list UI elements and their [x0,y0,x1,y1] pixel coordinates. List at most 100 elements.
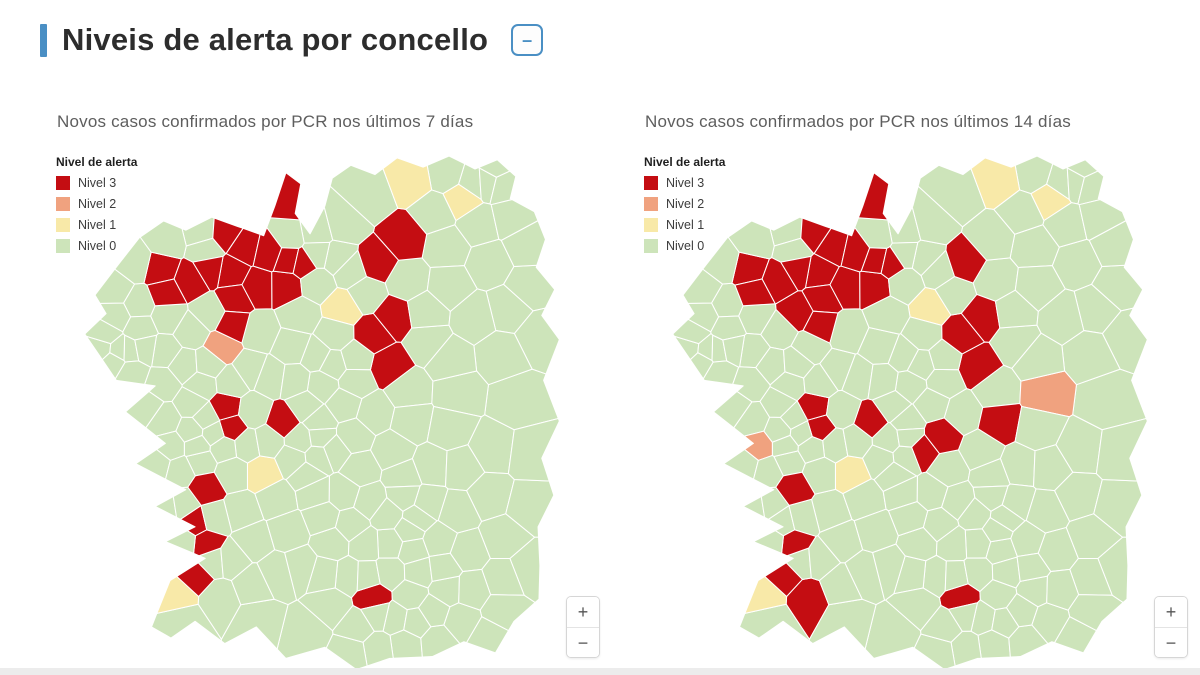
municipality-cell[interactable] [477,513,536,560]
municipality-cell[interactable] [1014,405,1070,452]
municipality-cell[interactable] [308,427,338,448]
municipality-cell[interactable] [935,524,968,562]
municipality-cell[interactable] [1078,199,1127,241]
municipality-cell[interactable] [853,508,899,553]
collapse-section-button[interactable]: – [511,24,544,56]
municipality-cell[interactable] [357,231,399,284]
municipality-cell[interactable] [780,255,812,292]
municipality-cell[interactable] [273,295,323,335]
municipality-cell[interactable] [393,517,426,543]
municipality-cell[interactable] [722,334,746,368]
zoom-out-button[interactable]: − [567,627,599,657]
municipality-cell[interactable] [896,427,926,448]
municipality-cell[interactable] [727,220,775,260]
municipality-cell[interactable] [403,556,433,589]
municipality-cell[interactable] [164,530,196,554]
municipality-cell[interactable] [139,220,187,260]
municipality-cell[interactable] [739,603,810,642]
municipality-cell[interactable] [426,265,478,312]
municipality-cell[interactable] [353,479,388,521]
municipality-cell[interactable] [426,405,482,452]
municipality-cell[interactable] [490,199,539,241]
municipality-cell[interactable] [230,562,275,606]
municipality-cell[interactable] [672,318,712,345]
municipality-cell[interactable] [1066,159,1099,178]
municipality-cell[interactable] [285,461,329,492]
municipality-cell[interactable] [154,487,178,524]
municipality-cell[interactable] [347,524,380,562]
municipality-cell[interactable] [144,366,183,403]
municipality-cell[interactable] [857,172,912,221]
municipality-cell[interactable] [382,157,433,210]
municipality-cell[interactable] [195,345,228,379]
municipality-cell[interactable] [1046,568,1080,611]
municipality-cell[interactable] [734,278,776,307]
municipality-cell[interactable] [391,579,430,611]
zoom-in-button[interactable]: + [567,597,599,627]
municipality-cell[interactable] [1014,265,1066,312]
municipality-cell[interactable] [212,217,244,255]
municipality-cell[interactable] [324,387,363,424]
municipality-cell[interactable] [269,172,324,221]
municipality-cell[interactable] [911,185,964,246]
municipality-cell[interactable] [265,508,311,553]
municipality-cell[interactable] [941,479,976,521]
municipality-cell[interactable] [458,568,492,611]
municipality-cell[interactable] [742,487,766,524]
municipality-cell[interactable] [323,185,376,246]
municipality-cell[interactable] [279,362,311,401]
municipality-cell[interactable] [871,389,913,424]
municipality-cell[interactable] [873,461,917,492]
municipality-cell[interactable] [867,362,899,401]
municipality-cell[interactable] [478,159,511,178]
municipality-cell[interactable] [880,246,906,280]
municipality-cell[interactable] [920,604,963,643]
municipality-cell[interactable] [981,517,1014,543]
municipality-cell[interactable] [802,310,839,344]
municipality-cell[interactable] [507,418,560,482]
municipality-cell[interactable] [713,390,753,429]
municipality-cell[interactable] [165,454,196,489]
municipality-cell[interactable] [1101,307,1148,375]
municipality-cell[interactable] [861,295,911,335]
zoom-in-button[interactable]: + [1155,597,1187,627]
municipality-cell[interactable] [800,217,832,255]
municipality-cell[interactable] [1065,513,1124,560]
municipality-cell[interactable] [423,332,478,382]
municipality-cell[interactable] [283,389,325,424]
municipality-cell[interactable] [405,189,457,235]
municipality-cell[interactable] [945,231,987,284]
choropleth-map-7-days[interactable] [82,149,564,671]
municipality-cell[interactable] [818,562,863,606]
municipality-cell[interactable] [125,390,165,429]
municipality-cell[interactable] [134,334,158,368]
choropleth-map-14-days[interactable] [670,149,1152,671]
municipality-cell[interactable] [1095,418,1148,482]
municipality-cell[interactable] [912,387,951,424]
municipality-cell[interactable] [702,360,740,389]
municipality-cell[interactable] [991,556,1021,589]
municipality-cell[interactable] [176,557,215,598]
municipality-cell[interactable] [192,255,224,292]
municipality-cell[interactable] [292,246,318,280]
municipality-cell[interactable] [764,557,803,598]
municipality-cell[interactable] [146,278,188,307]
zoom-out-button[interactable]: − [1155,627,1187,657]
municipality-cell[interactable] [214,310,251,344]
municipality-cell[interactable] [979,579,1018,611]
municipality-cell[interactable] [753,454,784,489]
municipality-cell[interactable] [923,417,965,455]
municipality-cell[interactable] [513,307,560,375]
municipality-cell[interactable] [752,530,784,554]
municipality-cell[interactable] [443,602,483,645]
municipality-cell[interactable] [1031,602,1071,645]
municipality-cell[interactable] [732,366,771,403]
municipality-cell[interactable] [252,227,283,273]
municipality-cell[interactable] [151,603,222,642]
municipality-cell[interactable] [970,157,1021,210]
municipality-cell[interactable] [840,227,871,273]
municipality-cell[interactable] [1011,332,1066,382]
municipality-cell[interactable] [335,417,377,455]
municipality-cell[interactable] [332,604,375,643]
municipality-cell[interactable] [993,189,1045,235]
